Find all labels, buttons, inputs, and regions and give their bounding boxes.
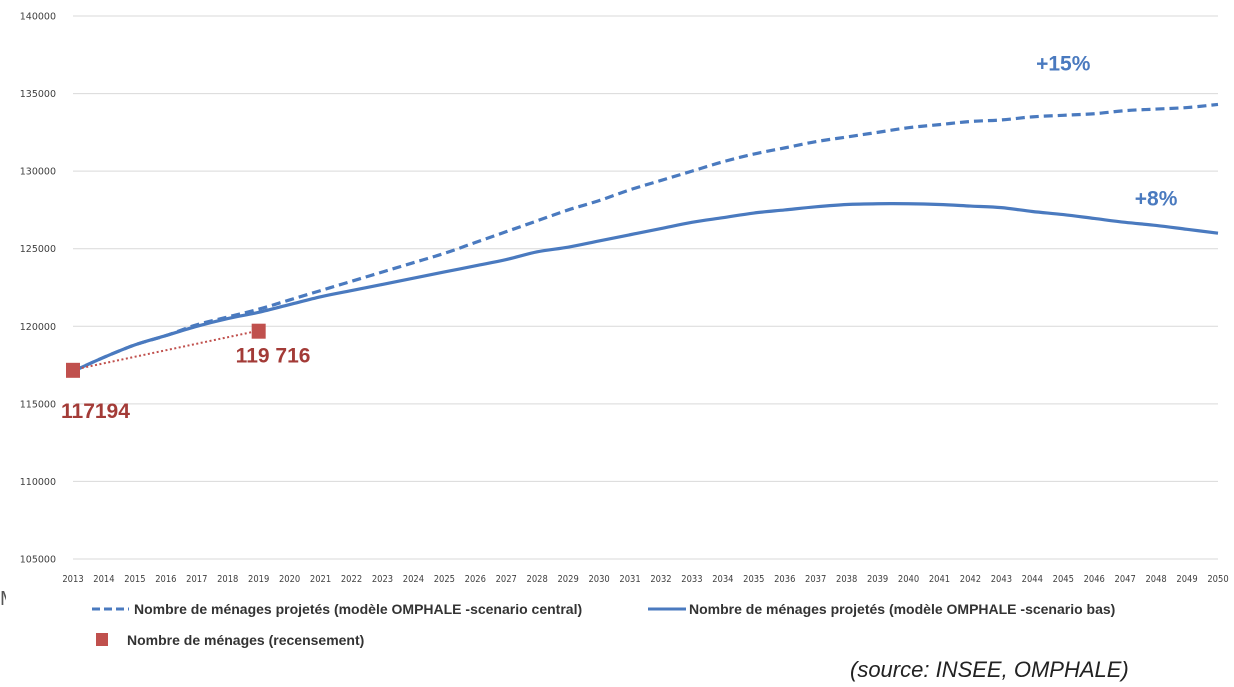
y-tick-label: 125000 [20, 244, 56, 255]
x-tick-label: 2043 [991, 574, 1012, 585]
x-tick-label: 2022 [341, 574, 362, 585]
census-value-label: 119 716 [236, 345, 311, 368]
x-tick-label: 2044 [1022, 574, 1043, 585]
x-tick-label: 2042 [960, 574, 981, 585]
legend-label-bas: Nombre de ménages projetés (modèle OMPHA… [689, 601, 1115, 617]
x-tick-label: 2039 [867, 574, 888, 585]
census-marker [251, 323, 266, 339]
x-tick-label: 2032 [650, 574, 671, 585]
x-tick-label: 2030 [588, 574, 609, 585]
growth-annotation: +8% [1135, 187, 1178, 210]
x-tick-label: 2040 [898, 574, 919, 585]
x-tick-label: 2016 [155, 574, 176, 585]
legend-label-census: Nombre de ménages (recensement) [127, 632, 364, 648]
growth-annotation: +15% [1036, 52, 1091, 75]
x-tick-label: 2023 [372, 574, 393, 585]
x-tick-label: 2015 [124, 574, 145, 585]
x-tick-label: 2035 [743, 574, 764, 585]
x-tick-label: 2047 [1115, 574, 1136, 585]
x-tick-label: 2029 [557, 574, 578, 585]
x-tick-label: 2037 [805, 574, 826, 585]
x-tick-label: 2046 [1084, 574, 1105, 585]
x-tick-label: 2050 [1207, 574, 1228, 585]
x-tick-label: 2020 [279, 574, 300, 585]
y-tick-label: 120000 [20, 322, 56, 333]
x-tick-label: 2041 [929, 574, 950, 585]
legend: Nombre de ménages projetés (modèle OMPHA… [92, 601, 1115, 648]
grid-lines [73, 15, 1218, 560]
x-tick-label: 2013 [62, 574, 83, 585]
x-tick-label: 2036 [774, 574, 795, 585]
x-tick-label: 2017 [186, 574, 207, 585]
x-tick-label: 2018 [217, 574, 238, 585]
x-tick-label: 2021 [310, 574, 331, 585]
y-tick-label: 135000 [20, 89, 56, 100]
x-tick-label: 2045 [1053, 574, 1074, 585]
x-tick-label: 2025 [434, 574, 455, 585]
x-axis-ticks: 2013 2014 2015 2016 2017 2018 2019 2020 2021 2022… [62, 574, 1228, 585]
census-value-label: 117194 [61, 400, 130, 423]
y-tick-label: 105000 [20, 555, 56, 566]
series-line-bas [72, 202, 1219, 373]
x-tick-label: 2028 [527, 574, 548, 585]
legend-label-central: Nombre de ménages projetés (modèle OMPHA… [134, 601, 582, 617]
series-lines [72, 102, 1219, 373]
x-tick-label: 2024 [403, 574, 424, 585]
legend-swatch-census [96, 633, 108, 646]
x-tick-label: 2038 [836, 574, 857, 585]
census-marker [66, 362, 80, 378]
x-tick-label: 2026 [465, 574, 486, 585]
y-tick-label: 130000 [20, 167, 56, 178]
annotations: +15% +8% [1036, 52, 1178, 210]
source-note: (source: INSEE, OMPHALE) [850, 657, 1129, 682]
census-markers: 117194 119 716 [61, 323, 311, 423]
x-tick-label: 2049 [1176, 574, 1197, 585]
x-tick-label: 2048 [1145, 574, 1166, 585]
census-trend-line [72, 329, 259, 371]
x-tick-label: 2027 [496, 574, 517, 585]
series-line-central [72, 102, 1219, 373]
x-tick-label: 2034 [712, 574, 733, 585]
y-tick-label: 110000 [20, 477, 56, 488]
x-tick-label: 2014 [93, 574, 114, 585]
x-tick-label: 2031 [619, 574, 640, 585]
y-axis-ticks: 105000 110000 115000 120000 125000 130000 1350… [20, 12, 56, 566]
stray-glyph: M [0, 588, 6, 611]
x-tick-label: 2019 [248, 574, 269, 585]
x-tick-label: 2033 [681, 574, 702, 585]
y-tick-label: 115000 [20, 399, 56, 410]
y-tick-label: 140000 [20, 12, 56, 23]
